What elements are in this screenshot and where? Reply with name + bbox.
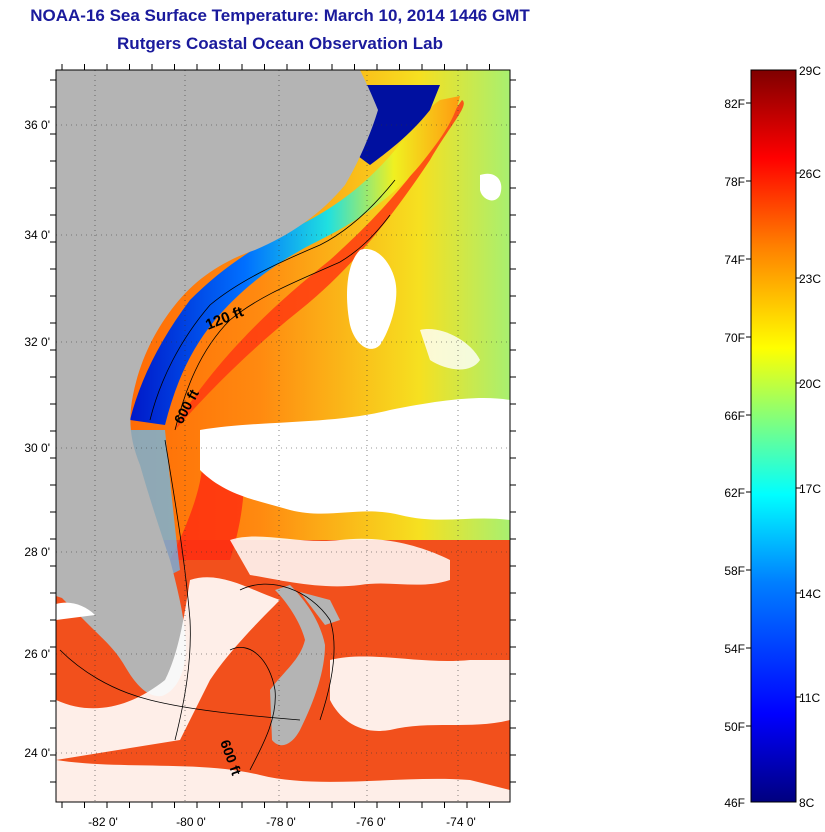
cbar-c-11: 11C <box>799 691 820 705</box>
lat-label-32: 32 0' <box>24 335 50 349</box>
cbar-c-23: 23C <box>799 272 821 286</box>
graticule <box>56 70 510 802</box>
cbar-f-62: 62F <box>724 486 745 500</box>
cold-shelf-water <box>130 96 460 425</box>
cbar-f-70: 70F <box>724 331 745 345</box>
bahamas-island <box>300 592 340 625</box>
lat-label-34: 34 0' <box>24 228 50 242</box>
lon-label-76: -76 0' <box>356 815 386 829</box>
cbar-f-66: 66F <box>724 409 745 423</box>
lon-label-82: -82 0' <box>88 815 118 829</box>
cbar-f-78: 78F <box>724 175 745 189</box>
map-frame <box>55 69 511 803</box>
bahamas-andros <box>270 585 325 746</box>
frame-ticks <box>50 64 516 808</box>
cbar-c-17: 17C <box>799 482 821 496</box>
cbar-f-58: 58F <box>724 564 745 578</box>
colorbar <box>750 69 797 803</box>
lat-label-30: 30 0' <box>24 441 50 455</box>
map-title: NOAA-16 Sea Surface Temperature: March 1… <box>30 6 530 25</box>
cbar-c-20: 20C <box>799 377 821 391</box>
cbar-c-26: 26C <box>799 167 821 181</box>
land-southeast-us <box>56 70 378 697</box>
gulf-stream-core <box>175 100 464 430</box>
lat-label-24: 24 0' <box>24 746 50 760</box>
cbar-f-46: 46F <box>724 796 745 810</box>
cbar-c-8: 8C <box>799 796 815 810</box>
florida-coastal-water <box>128 430 180 580</box>
lon-label-78: -78 0' <box>266 815 296 829</box>
colorbar-ticks <box>746 102 801 727</box>
cbar-f-50: 50F <box>724 720 745 734</box>
lat-label-36: 36 0' <box>24 118 50 132</box>
map-area <box>56 70 510 802</box>
isobaths <box>59 179 396 771</box>
cbar-f-82: 82F <box>724 97 745 111</box>
cbar-f-74: 74F <box>724 253 745 267</box>
cbar-c-14: 14C <box>799 587 821 601</box>
cbar-f-54: 54F <box>724 642 745 656</box>
map-subtitle: Rutgers Coastal Ocean Observation Lab <box>117 34 443 53</box>
lat-label-26: 26 0' <box>24 647 50 661</box>
cbar-c-29: 29C <box>799 64 821 78</box>
cloud-mask <box>56 173 510 802</box>
lon-label-74: -74 0' <box>446 815 476 829</box>
lon-label-80: -80 0' <box>176 815 206 829</box>
lat-label-28: 28 0' <box>24 545 50 559</box>
